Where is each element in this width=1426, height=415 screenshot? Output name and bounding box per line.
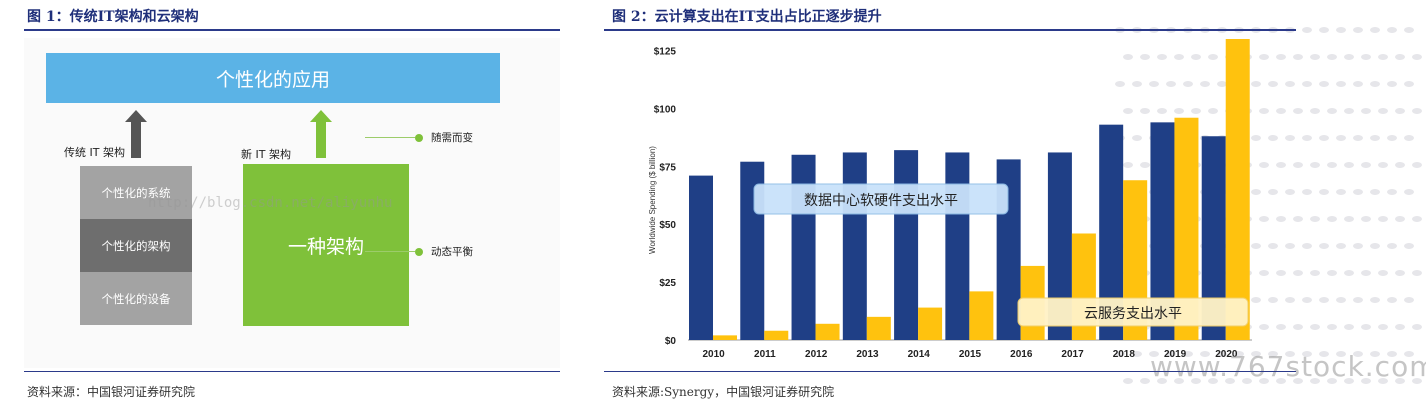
figure-2-source: 资料来源:Synergy，中国银河证券研究院 [612, 385, 835, 399]
bar-datacenter-2015 [945, 152, 970, 340]
figure-1-title: 图 1：传统IT架构和云架构 [27, 9, 199, 25]
bullet-dot-icon [415, 247, 423, 256]
x-tick-label: 2011 [754, 349, 776, 360]
bar-cloud-2011 [764, 330, 789, 340]
y-tick-label: $100 [654, 104, 677, 115]
note-dynamic-balance: 动态平衡 [365, 244, 473, 259]
bar-datacenter-2014 [894, 150, 919, 340]
y-tick-label: $0 [665, 336, 677, 347]
stack-block-system: 个性化的系统 [80, 166, 192, 219]
note-on-demand: 随需而变 [365, 130, 473, 145]
datacenter-annotation-box [753, 183, 1009, 215]
figure-2-bottom-rule [604, 371, 1296, 372]
x-tick-label: 2017 [1061, 349, 1084, 360]
figure-2-title: 图 2：云计算支出在IT支出占比正逐步提升 [612, 9, 882, 25]
green-up-arrow [310, 110, 332, 158]
figure-1-top-rule [24, 29, 560, 31]
datacenter-annotation-text: 数据中心软硬件支出水平 [804, 193, 958, 209]
bar-cloud-2013 [866, 316, 891, 340]
x-tick-label: 2013 [856, 349, 879, 360]
x-tick-label: 2019 [1164, 349, 1187, 360]
y-tick-label: $25 [659, 278, 676, 289]
figure-1-source: 资料来源：中国银河证券研究院 [27, 385, 196, 399]
personalized-app-bar: 个性化的应用 [46, 53, 500, 103]
traditional-it-label: 传统 IT 架构 [64, 146, 125, 159]
figure-1-bottom-rule [24, 371, 560, 372]
bar-cloud-2020 [1225, 39, 1250, 340]
y-tick-label: $50 [659, 220, 676, 231]
x-tick-label: 2016 [1010, 349, 1033, 360]
x-tick-label: 2010 [703, 349, 726, 360]
gray-up-arrow [125, 110, 147, 158]
x-tick-label: 2018 [1113, 349, 1136, 360]
x-tick-label: 2020 [1215, 349, 1238, 360]
x-tick-label: 2014 [908, 349, 931, 360]
cloud-annotation-text: 云服务支出水平 [1084, 306, 1182, 322]
stack-block-device: 个性化的设备 [80, 272, 192, 325]
new-it-label: 新 IT 架构 [241, 148, 291, 161]
site-watermark: www.767stock.com [1150, 350, 1426, 383]
x-tick-label: 2012 [805, 349, 828, 360]
bullet-dot-icon [415, 133, 423, 142]
note-dynamic-balance-text: 动态平衡 [431, 246, 473, 258]
note-on-demand-text: 随需而变 [431, 132, 473, 144]
cloud-annotation-box [1017, 297, 1249, 327]
figure-2-top-rule [604, 29, 1296, 31]
bar-cloud-2014 [918, 307, 943, 340]
y-tick-label: $75 [659, 162, 676, 173]
bar-datacenter-2013 [842, 152, 867, 340]
bar-cloud-2010 [713, 335, 737, 340]
bar-datacenter-2010 [689, 175, 713, 340]
bar-datacenter-2012 [791, 154, 816, 340]
x-tick-label: 2015 [959, 349, 982, 360]
note-line [365, 137, 415, 138]
y-axis-label: Worldwide Spending ($ billion) [648, 146, 657, 254]
note-line [365, 251, 415, 252]
one-architecture-box: 一种架构 [243, 164, 409, 326]
bar-cloud-2015 [969, 291, 994, 340]
bar-cloud-2012 [815, 323, 840, 340]
stack-block-architecture: 个性化的架构 [80, 219, 192, 272]
y-tick-label: $125 [654, 47, 677, 58]
blog-watermark: http://blog.csdn.net/aliyunhu [148, 195, 393, 211]
diagram-arrows [125, 110, 332, 158]
